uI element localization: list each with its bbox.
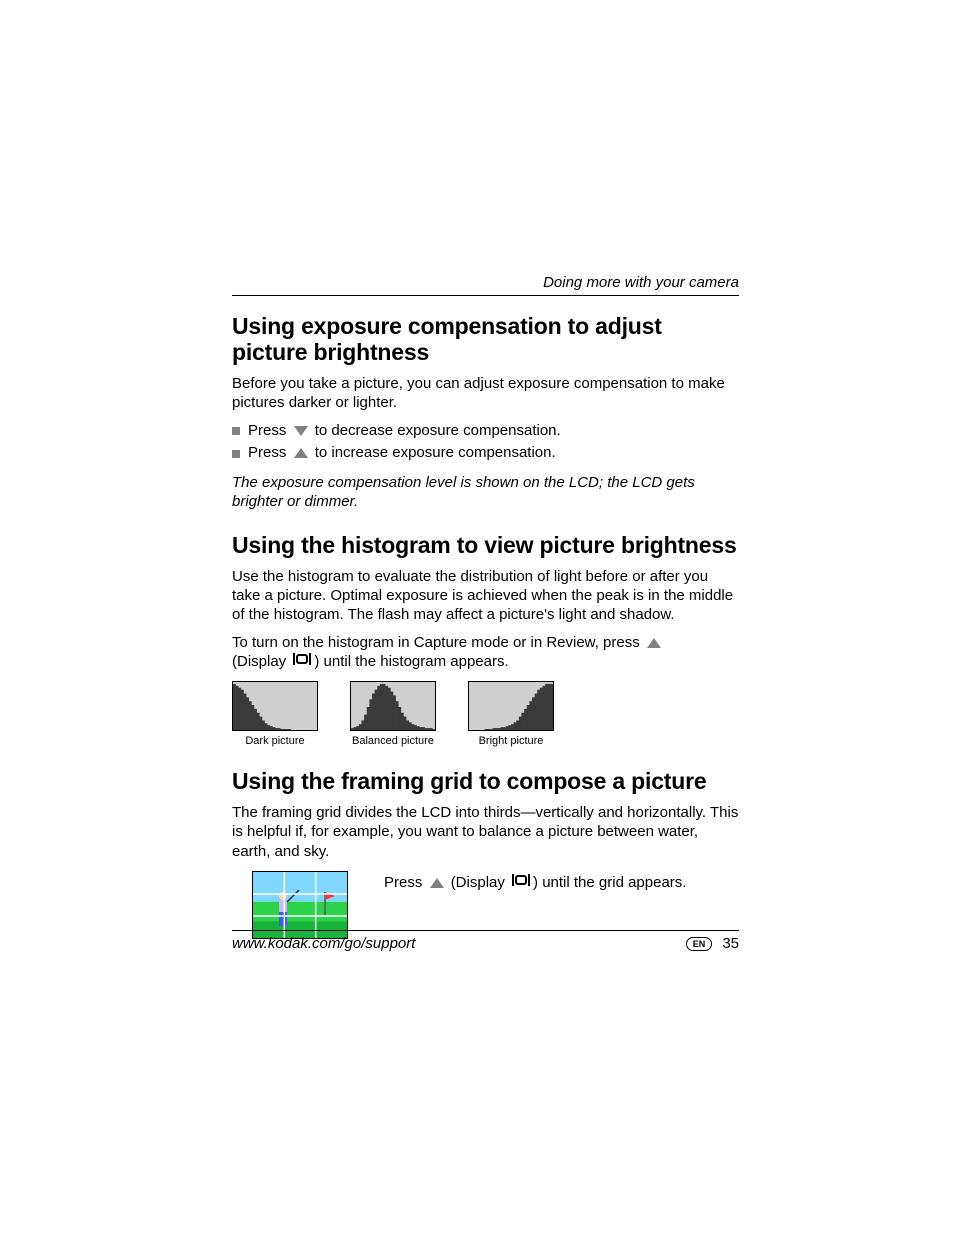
grid-instruction: Press (Display ) until the grid appears. bbox=[384, 871, 686, 893]
bullet-text: Press to increase exposure compensation. bbox=[248, 442, 556, 465]
caption: Dark picture bbox=[232, 735, 318, 747]
text: To turn on the histogram in Capture mode… bbox=[232, 634, 640, 651]
display-icon bbox=[511, 873, 531, 892]
caption: Bright picture bbox=[468, 735, 554, 747]
manual-page: Doing more with your camera Using exposu… bbox=[0, 0, 954, 1235]
histogram-row: Dark picture Balanced picture Bright pic… bbox=[232, 681, 739, 747]
down-arrow-icon bbox=[294, 426, 308, 436]
display-group: (Display ) until the histogram appears. bbox=[232, 653, 509, 670]
square-bullet-icon bbox=[232, 450, 240, 458]
text: ) until the histogram appears. bbox=[314, 653, 508, 670]
page-footer: www.kodak.com/go/support EN 35 bbox=[232, 930, 739, 952]
display-icon bbox=[292, 652, 312, 671]
histogram-thumb bbox=[232, 681, 318, 731]
histogram-thumb bbox=[468, 681, 554, 731]
footer-right: EN 35 bbox=[686, 935, 739, 952]
grid-p1: The framing grid divides the LCD into th… bbox=[232, 803, 739, 861]
framing-grid-thumb bbox=[252, 871, 348, 939]
text: (Display bbox=[232, 653, 286, 670]
histogram-dark: Dark picture bbox=[232, 681, 318, 747]
exposure-note: The exposure compensation level is shown… bbox=[232, 473, 739, 511]
bullet-decrease: Press to decrease exposure compensation. bbox=[232, 420, 739, 443]
text: ) until the grid appears. bbox=[533, 874, 686, 891]
text: (Display bbox=[451, 874, 505, 891]
square-bullet-icon bbox=[232, 427, 240, 435]
display-group: (Display ) until the grid appears. bbox=[451, 874, 687, 891]
page-number: 35 bbox=[722, 935, 739, 952]
bullet-text: Press to decrease exposure compensation. bbox=[248, 420, 561, 443]
histogram-bright: Bright picture bbox=[468, 681, 554, 747]
bullet-increase: Press to increase exposure compensation. bbox=[232, 442, 739, 465]
text: Press bbox=[384, 874, 422, 891]
up-arrow-icon bbox=[430, 878, 444, 888]
language-badge: EN bbox=[686, 937, 713, 951]
bullet-rest: to decrease exposure compensation. bbox=[315, 422, 561, 439]
heading-exposure-compensation: Using exposure compensation to adjust pi… bbox=[232, 314, 739, 366]
exposure-bullet-list: Press to decrease exposure compensation.… bbox=[232, 420, 739, 465]
bullet-rest: to increase exposure compensation. bbox=[315, 444, 556, 461]
up-arrow-icon bbox=[647, 638, 661, 648]
running-header: Doing more with your camera bbox=[232, 274, 739, 296]
histogram-p2: To turn on the histogram in Capture mode… bbox=[232, 633, 739, 672]
heading-framing-grid: Using the framing grid to compose a pict… bbox=[232, 769, 739, 795]
up-arrow-icon bbox=[294, 448, 308, 458]
grid-example-row: Press (Display ) until the grid appears. bbox=[232, 871, 739, 939]
press-label: Press bbox=[248, 444, 286, 461]
footer-url: www.kodak.com/go/support bbox=[232, 935, 415, 952]
caption: Balanced picture bbox=[350, 735, 436, 747]
histogram-p1: Use the histogram to evaluate the distri… bbox=[232, 567, 739, 625]
heading-histogram: Using the histogram to view picture brig… bbox=[232, 533, 739, 559]
histogram-thumb bbox=[350, 681, 436, 731]
press-label: Press bbox=[248, 422, 286, 439]
histogram-balanced: Balanced picture bbox=[350, 681, 436, 747]
exposure-intro: Before you take a picture, you can adjus… bbox=[232, 374, 739, 412]
